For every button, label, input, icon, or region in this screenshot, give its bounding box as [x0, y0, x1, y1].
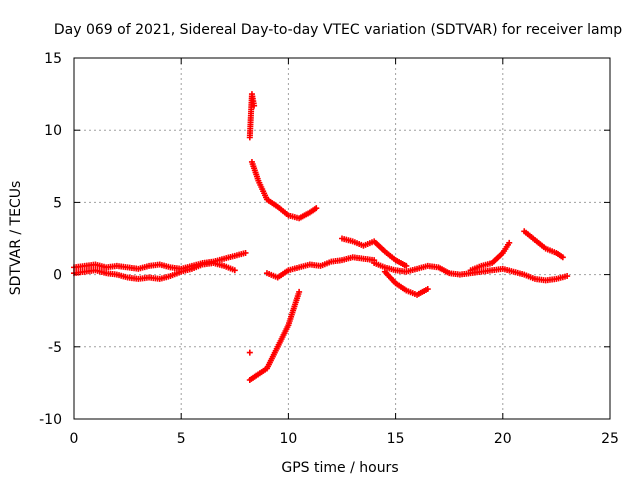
- x-tick-label: 25: [601, 431, 619, 447]
- data-point: [251, 102, 258, 109]
- data-point: [231, 267, 238, 274]
- x-axis-label: GPS time / hours: [281, 460, 398, 476]
- series-ascending-arc: [246, 288, 303, 384]
- data-point: [246, 349, 253, 356]
- series-baseline-early-lower: [71, 260, 238, 282]
- data-points: [71, 91, 571, 384]
- x-tick-label: 10: [279, 431, 297, 447]
- data-point: [424, 286, 431, 293]
- chart-title: Day 069 of 2021, Sidereal Day-to-day VTE…: [54, 22, 622, 38]
- y-tick-label: -10: [39, 412, 62, 428]
- x-tick-label: 5: [177, 431, 186, 447]
- y-tick-label: 15: [44, 51, 62, 67]
- y-axis-label: SDTVAR / TECUs: [8, 181, 24, 296]
- data-point: [296, 288, 303, 295]
- series-dip: [381, 268, 431, 298]
- x-tick-label: 0: [70, 431, 79, 447]
- data-point: [559, 254, 566, 261]
- series-isolated-low: [246, 349, 253, 356]
- series-late-band: [371, 260, 571, 284]
- series-arc-21-22: [521, 228, 566, 261]
- series-spike-high: [246, 91, 258, 141]
- y-tick-label: 10: [44, 123, 62, 139]
- series-mid-band: [263, 254, 378, 281]
- y-tick-label: -5: [48, 340, 62, 356]
- data-point: [403, 262, 410, 269]
- data-point: [564, 273, 571, 280]
- tick-labels: 0 5 10 15 20 25 -10 -5 0 5 10 15: [39, 51, 619, 447]
- data-point: [242, 249, 249, 256]
- y-tick-label: 5: [53, 195, 62, 211]
- data-point: [506, 239, 513, 246]
- data-point: [313, 205, 320, 212]
- x-tick-label: 15: [387, 431, 405, 447]
- x-tick-label: 20: [494, 431, 512, 447]
- y-tick-label: 0: [53, 268, 62, 284]
- series-hump: [339, 235, 410, 269]
- series-descending-arc: [248, 158, 320, 222]
- plot-frame: [73, 57, 611, 420]
- series-rise-19-20: [467, 239, 513, 274]
